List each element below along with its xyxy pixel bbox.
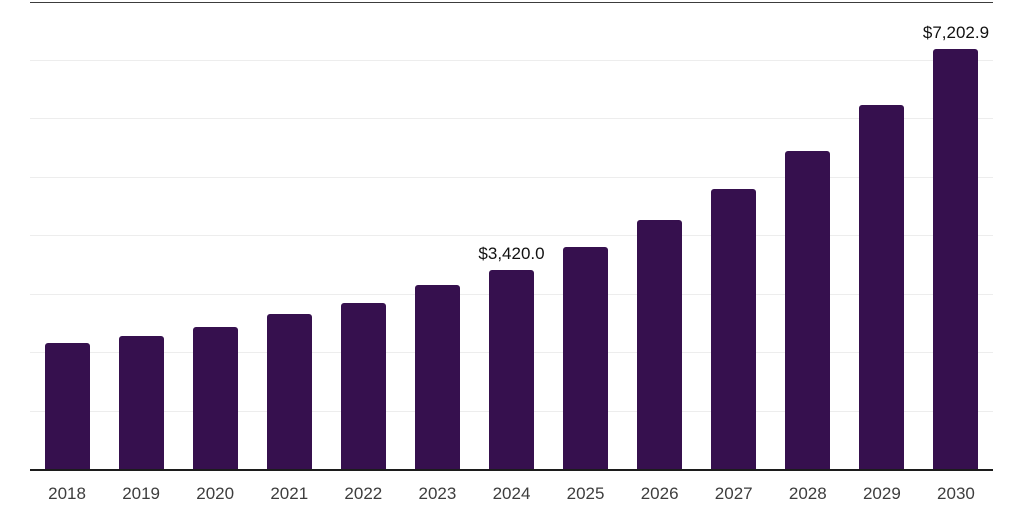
x-axis-label-2020: 2020: [196, 484, 235, 503]
x-axis-label-2026: 2026: [640, 484, 679, 503]
x-axis-label-2030: 2030: [937, 484, 975, 503]
bar-value-label-2030: $7,202.9: [922, 22, 990, 42]
x-axis-label-2028: 2028: [788, 484, 827, 503]
bar-2030: [933, 48, 979, 470]
bar-2022: [340, 302, 386, 470]
x-axis-label-2029: 2029: [862, 484, 901, 503]
gridline: [30, 59, 993, 61]
chart-top-border-line: [30, 2, 993, 3]
x-axis-label-2027: 2027: [714, 484, 753, 503]
x-axis-line: [30, 469, 993, 471]
x-axis-label-2021: 2021: [270, 484, 309, 503]
x-axis-label-2018: 2018: [48, 484, 86, 503]
x-axis-label-2022: 2022: [344, 484, 383, 503]
bar-value-label-2024: $3,420.0: [478, 243, 545, 263]
plot-area: [30, 2, 993, 471]
gridline: [30, 176, 993, 178]
bar-2023: [414, 284, 460, 470]
bar-2029: [859, 104, 905, 470]
bar-2025: [563, 247, 609, 470]
bar-2019: [118, 336, 164, 470]
bar-2021: [266, 314, 312, 470]
bar-2018: [44, 343, 90, 470]
bar-2024: [489, 269, 534, 470]
x-axis-label-2019: 2019: [122, 484, 161, 503]
x-axis-label-2024: 2024: [492, 484, 531, 503]
bar-2027: [711, 188, 757, 470]
x-axis-label-2023: 2023: [418, 484, 457, 503]
gridline: [30, 235, 993, 236]
x-axis-label-2025: 2025: [566, 484, 605, 503]
bar-2020: [192, 326, 238, 470]
bar-2026: [637, 219, 683, 470]
bar-2028: [785, 151, 831, 470]
gridline: [30, 118, 993, 119]
